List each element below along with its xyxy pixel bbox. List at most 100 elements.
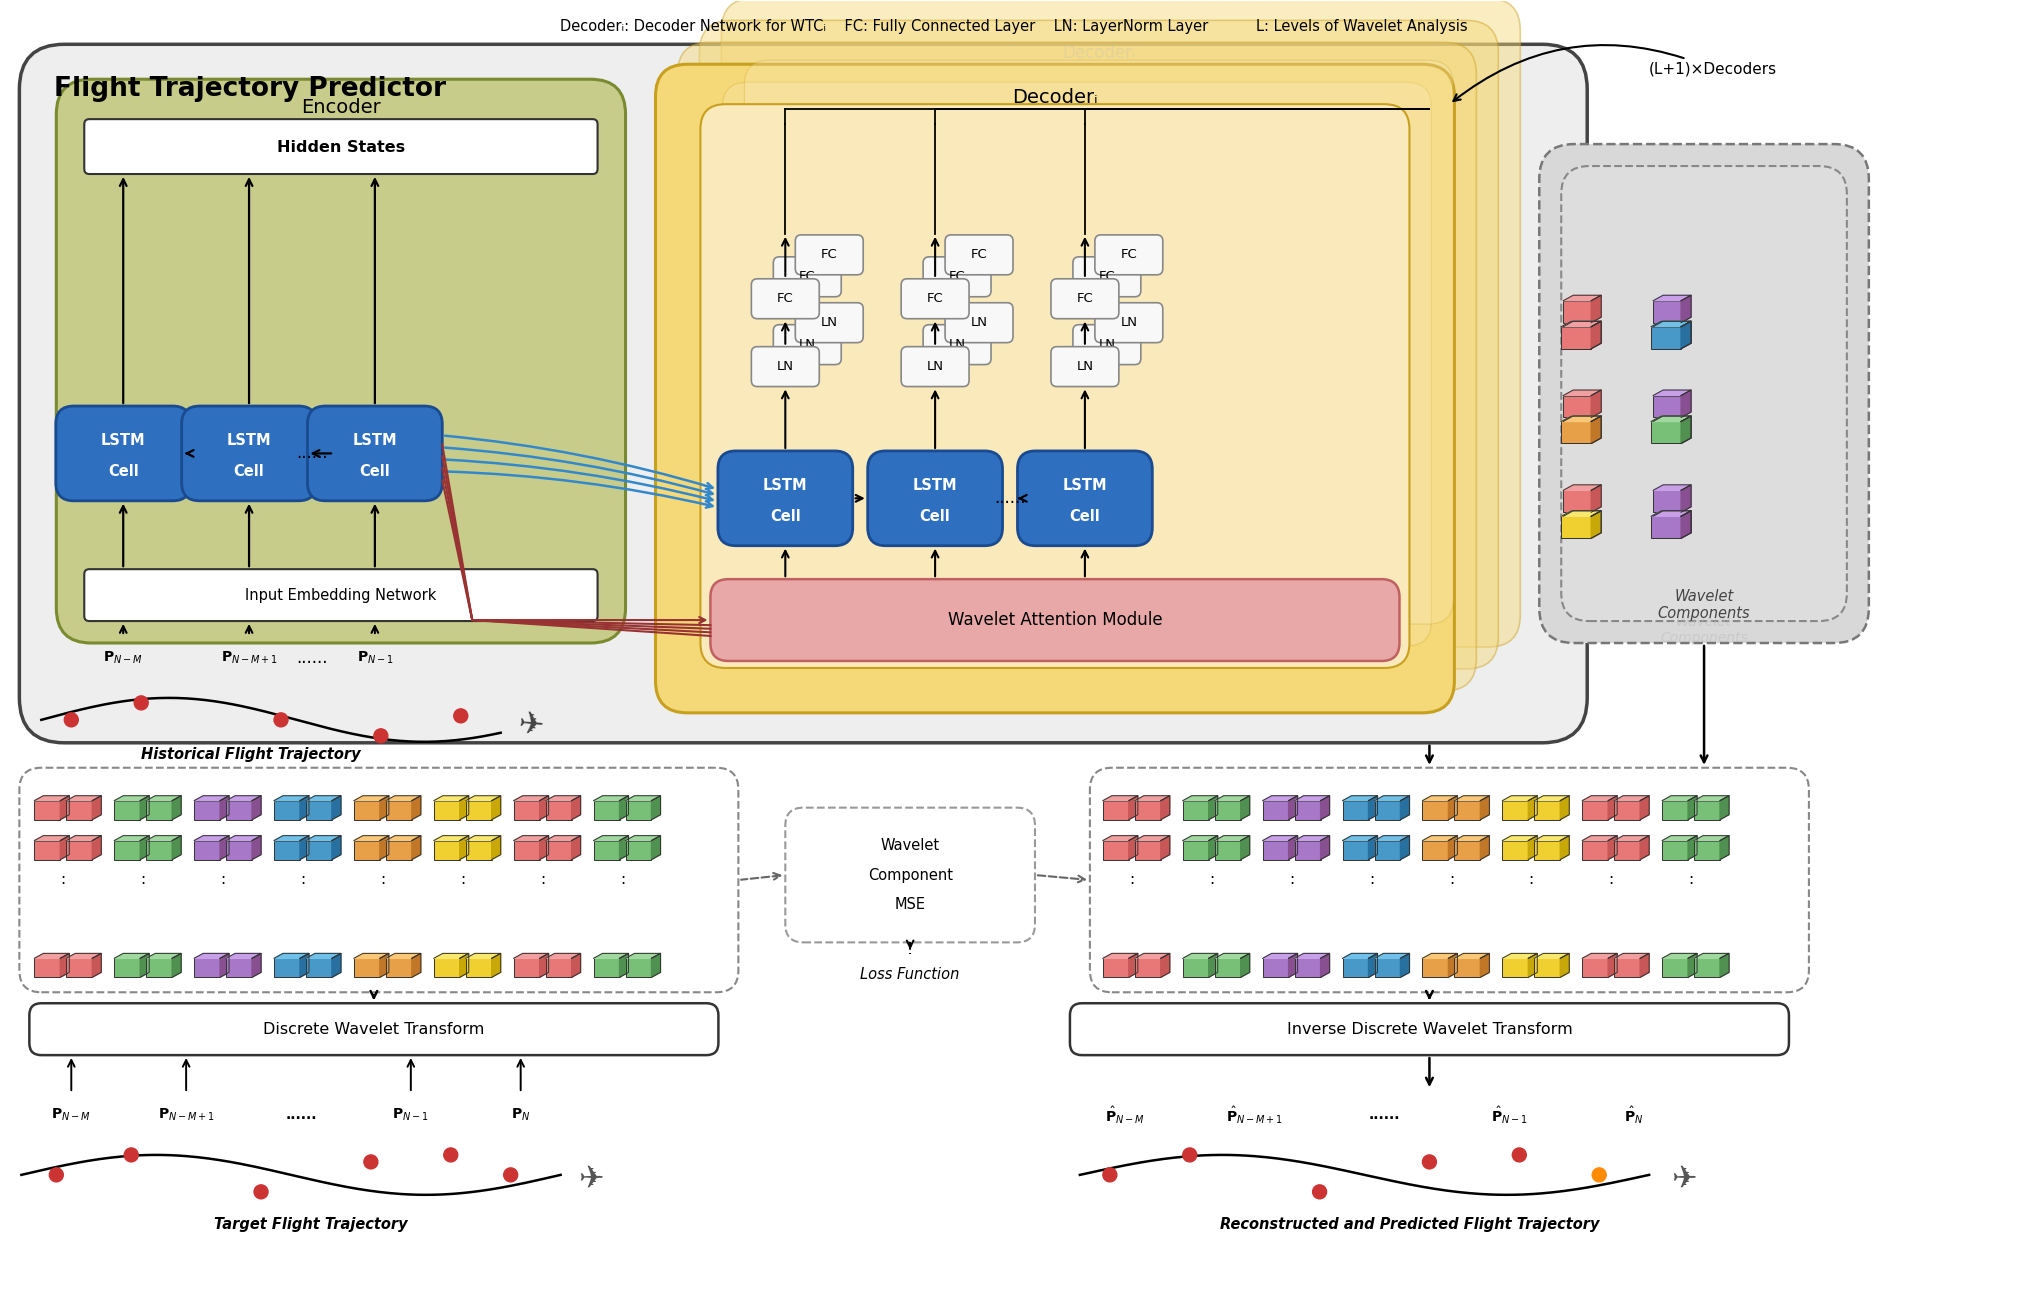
Polygon shape bbox=[625, 954, 661, 958]
Text: Cell: Cell bbox=[771, 509, 801, 524]
Text: LN: LN bbox=[1119, 317, 1138, 330]
Bar bbox=[1663, 841, 1687, 859]
Polygon shape bbox=[251, 836, 262, 859]
Polygon shape bbox=[1343, 836, 1377, 841]
Polygon shape bbox=[1582, 796, 1616, 801]
Polygon shape bbox=[1422, 796, 1458, 801]
Bar bbox=[1564, 517, 1592, 539]
Polygon shape bbox=[195, 954, 229, 958]
Text: Wavelet: Wavelet bbox=[880, 839, 939, 853]
Text: FC: FC bbox=[949, 270, 965, 283]
Text: LSTM: LSTM bbox=[763, 478, 807, 493]
Text: Cell: Cell bbox=[359, 463, 389, 479]
Polygon shape bbox=[625, 796, 661, 801]
Polygon shape bbox=[221, 954, 229, 977]
FancyBboxPatch shape bbox=[57, 406, 191, 501]
Polygon shape bbox=[1720, 836, 1730, 859]
Text: $\hat{\mathbf{P}}_{N}$: $\hat{\mathbf{P}}_{N}$ bbox=[1624, 1105, 1645, 1125]
Polygon shape bbox=[1263, 954, 1298, 958]
Polygon shape bbox=[1614, 796, 1649, 801]
Polygon shape bbox=[466, 796, 501, 801]
Polygon shape bbox=[34, 954, 69, 958]
Polygon shape bbox=[1480, 796, 1489, 819]
Circle shape bbox=[254, 1185, 268, 1199]
Text: :: : bbox=[539, 872, 546, 887]
Bar bbox=[385, 958, 412, 977]
Bar bbox=[1454, 841, 1480, 859]
Polygon shape bbox=[1375, 836, 1409, 841]
Text: :: : bbox=[1290, 872, 1294, 887]
Bar bbox=[1182, 801, 1209, 819]
Bar bbox=[1564, 396, 1592, 418]
Bar bbox=[1653, 517, 1681, 539]
FancyBboxPatch shape bbox=[900, 347, 969, 387]
Polygon shape bbox=[491, 954, 501, 977]
Circle shape bbox=[124, 1147, 138, 1162]
FancyBboxPatch shape bbox=[1095, 235, 1162, 275]
Polygon shape bbox=[172, 796, 180, 819]
Bar bbox=[1564, 327, 1592, 349]
Polygon shape bbox=[1653, 391, 1691, 396]
FancyBboxPatch shape bbox=[722, 82, 1432, 646]
FancyBboxPatch shape bbox=[718, 450, 852, 545]
Polygon shape bbox=[355, 836, 389, 841]
Text: Wavelet Attention Module: Wavelet Attention Module bbox=[947, 611, 1162, 630]
FancyBboxPatch shape bbox=[945, 302, 1014, 343]
Text: ......: ...... bbox=[296, 649, 329, 667]
Polygon shape bbox=[546, 836, 580, 841]
Polygon shape bbox=[146, 954, 180, 958]
Text: $\mathbf{P}_{N-M}$: $\mathbf{P}_{N-M}$ bbox=[103, 650, 144, 666]
Bar bbox=[306, 841, 333, 859]
Text: Inverse Discrete Wavelet Transform: Inverse Discrete Wavelet Transform bbox=[1286, 1022, 1572, 1037]
Polygon shape bbox=[1641, 836, 1649, 859]
Text: FC: FC bbox=[777, 292, 793, 305]
Polygon shape bbox=[67, 836, 101, 841]
Polygon shape bbox=[1448, 954, 1458, 977]
Bar bbox=[1136, 841, 1160, 859]
Bar bbox=[594, 958, 619, 977]
Polygon shape bbox=[1375, 954, 1409, 958]
Polygon shape bbox=[140, 836, 150, 859]
Text: :: : bbox=[1689, 872, 1693, 887]
Text: ......: ...... bbox=[1369, 1108, 1399, 1121]
Polygon shape bbox=[1448, 836, 1458, 859]
Bar bbox=[1582, 958, 1608, 977]
Polygon shape bbox=[1653, 485, 1691, 491]
Text: Loss Function: Loss Function bbox=[860, 967, 959, 981]
Polygon shape bbox=[379, 836, 389, 859]
Polygon shape bbox=[1294, 954, 1330, 958]
Polygon shape bbox=[114, 796, 150, 801]
Polygon shape bbox=[1529, 836, 1537, 859]
Text: $\mathbf{P}_{N}$: $\mathbf{P}_{N}$ bbox=[511, 1107, 531, 1123]
Polygon shape bbox=[306, 954, 341, 958]
FancyBboxPatch shape bbox=[20, 44, 1588, 742]
Polygon shape bbox=[1103, 954, 1138, 958]
Polygon shape bbox=[385, 796, 422, 801]
Bar bbox=[34, 801, 61, 819]
Text: :: : bbox=[300, 872, 306, 887]
Bar bbox=[1653, 301, 1681, 323]
Text: Cell: Cell bbox=[233, 463, 264, 479]
Bar bbox=[1103, 958, 1130, 977]
Bar bbox=[1422, 841, 1448, 859]
Text: Hidden States: Hidden States bbox=[278, 140, 406, 154]
Bar bbox=[1343, 801, 1369, 819]
Polygon shape bbox=[572, 796, 580, 819]
Polygon shape bbox=[306, 836, 341, 841]
Polygon shape bbox=[1681, 415, 1691, 444]
FancyBboxPatch shape bbox=[923, 324, 992, 365]
Polygon shape bbox=[1681, 321, 1691, 349]
Bar bbox=[34, 958, 61, 977]
Polygon shape bbox=[1503, 836, 1537, 841]
Bar bbox=[1651, 327, 1681, 349]
Text: :: : bbox=[1369, 872, 1375, 887]
Bar bbox=[114, 841, 140, 859]
Circle shape bbox=[134, 696, 148, 710]
Bar bbox=[1422, 958, 1448, 977]
Polygon shape bbox=[1535, 836, 1570, 841]
Bar bbox=[195, 801, 221, 819]
Polygon shape bbox=[1564, 415, 1602, 422]
Polygon shape bbox=[114, 836, 150, 841]
Bar bbox=[1651, 517, 1681, 539]
Polygon shape bbox=[1693, 836, 1730, 841]
